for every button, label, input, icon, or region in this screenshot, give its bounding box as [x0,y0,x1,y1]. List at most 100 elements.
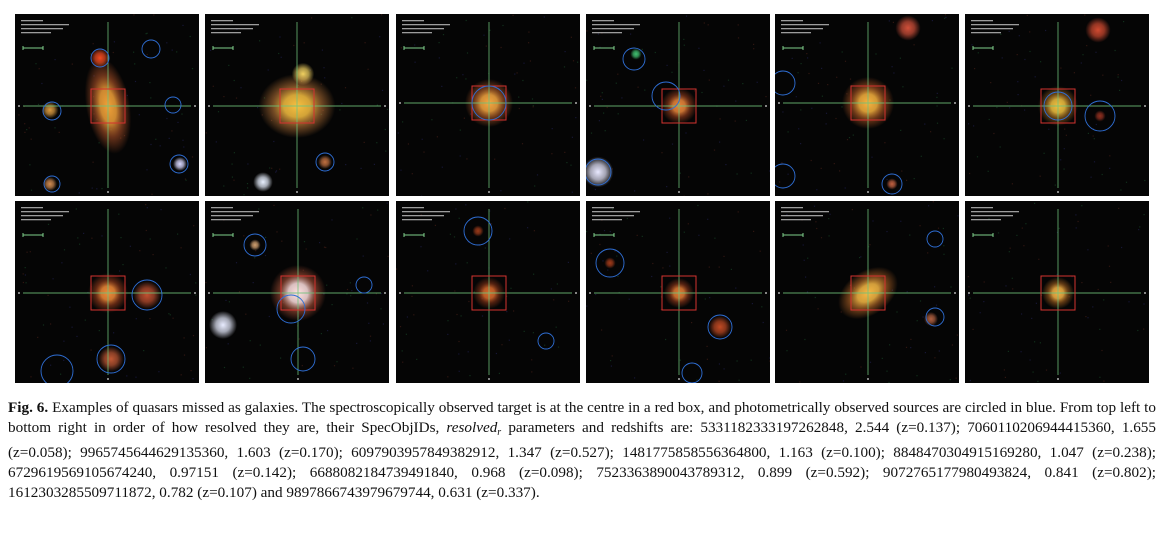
noise-pixel [704,298,706,300]
noise-pixel [932,201,934,203]
noise-pixel [1138,229,1140,231]
noise-pixel [852,134,854,136]
noise-pixel [1037,380,1039,382]
noise-pixel [687,223,689,225]
scale-bar [212,233,234,237]
noise-pixel [153,14,155,16]
noise-pixel [611,355,613,357]
noise-pixel [149,238,151,240]
noise-pixel [513,310,515,312]
quasar-image-panel [775,201,959,383]
field-source [586,156,614,188]
noise-pixel [800,143,802,145]
field-source [209,311,237,339]
noise-pixel [888,381,890,383]
noise-pixel [149,318,151,320]
noise-pixel [182,139,184,141]
noise-pixel [375,293,377,295]
noise-pixel [23,105,25,108]
noise-pixel [886,231,888,233]
noise-pixel [807,57,809,59]
noise-pixel [438,57,440,59]
noise-pixel [189,273,191,276]
noise-pixel [919,300,922,302]
noise-pixel [500,46,502,49]
noise-pixel [564,51,566,53]
noise-pixel [825,112,828,114]
noise-pixel [242,366,244,368]
noise-pixel [1026,14,1028,17]
noise-pixel [228,301,230,303]
noise-pixel [42,324,45,326]
noise-pixel [421,138,423,140]
noise-pixel [701,91,703,94]
noise-pixel [909,234,911,236]
noise-pixel [568,300,570,302]
target-box [850,85,886,121]
overlay-header-marks [211,207,259,221]
noise-pixel [936,105,938,107]
noise-pixel [594,188,596,191]
noise-pixel [1017,94,1019,96]
noise-pixel [922,316,924,318]
noise-pixel [37,103,40,105]
noise-pixel [484,247,486,249]
noise-pixel [168,137,170,139]
noise-pixel [495,352,497,355]
noise-pixel [859,257,861,259]
overlay-header-marks [592,20,640,34]
noise-pixel [753,230,755,232]
noise-pixel [169,314,171,316]
noise-pixel [893,72,895,74]
noise-pixel [679,172,681,174]
noise-pixel [910,338,912,340]
noise-pixel [225,299,227,301]
noise-pixel [610,360,612,362]
figure-image-grid [15,14,1154,383]
orientation-marks [18,292,196,380]
noise-pixel [616,255,618,257]
noise-pixel [24,267,26,269]
noise-pixel [708,79,710,81]
noise-pixel [180,247,182,249]
noise-pixel [119,270,121,272]
noise-pixel [848,137,851,139]
noise-pixel [738,379,740,381]
noise-pixel [586,231,588,233]
noise-pixel [988,218,990,220]
photometric-circle [276,294,306,324]
photometric-circle [775,70,796,96]
noise-pixel [30,138,32,140]
noise-pixel [1029,359,1031,361]
noise-pixel [122,264,124,266]
noise-pixel [327,330,329,332]
noise-pixel [800,63,802,65]
noise-pixel [934,357,936,359]
noise-pixel [1123,21,1125,23]
noise-pixel [171,130,173,132]
noise-pixel [968,286,970,288]
noise-pixel [1064,128,1066,130]
noise-pixel [703,22,705,24]
noise-pixel [730,268,732,270]
noise-pixel [637,86,639,88]
photometric-circle [622,47,646,71]
noise-pixel [303,241,306,243]
noise-pixel [416,358,418,360]
noise-pixel [177,121,179,123]
noise-pixel [845,373,847,375]
noise-pixel [634,377,636,379]
noise-pixel [913,178,915,180]
overlay-header-marks [21,20,69,34]
noise-pixel [533,230,535,232]
noise-pixel [133,51,135,53]
noise-pixel [96,188,98,190]
noise-pixel [906,291,908,293]
noise-pixel [1077,220,1079,223]
noise-pixel [825,123,827,125]
noise-pixel [575,117,577,119]
noise-pixel [571,191,573,193]
noise-pixel [691,322,693,324]
noise-pixel [621,97,623,99]
noise-pixel [661,152,663,154]
